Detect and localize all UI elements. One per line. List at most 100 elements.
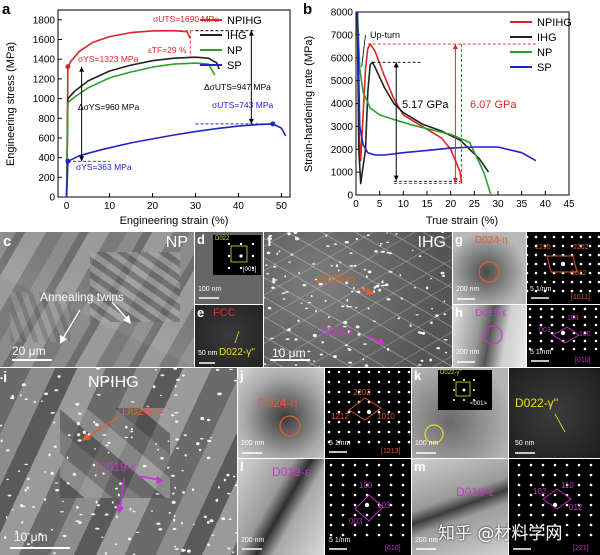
x-tick-label: 45 — [563, 199, 575, 210]
precipitate-dot — [343, 321, 348, 324]
diffraction-spot — [407, 410, 411, 414]
precipitate-dot — [347, 330, 351, 334]
diffraction-spot — [541, 523, 545, 527]
precipitate-dot — [0, 424, 3, 427]
series-line-np — [65, 62, 216, 197]
precipitate-dot — [211, 534, 215, 536]
precipitate-dot — [82, 430, 86, 434]
precipitate-dot — [425, 286, 429, 290]
precipitate-dot — [378, 288, 382, 292]
diffraction-spot — [579, 235, 583, 239]
precipitate-dot — [356, 290, 361, 294]
precipitate-dot — [156, 522, 161, 525]
annotation-delta-uts: ΔσUTS=947 MPa — [204, 82, 271, 92]
diffraction-spot — [594, 331, 598, 335]
precipitate-dot — [78, 412, 82, 415]
precipitate-dot — [355, 306, 358, 309]
diffraction-spot — [407, 420, 411, 424]
precipitate-dot — [227, 547, 231, 550]
diffraction-spot — [579, 271, 583, 275]
scale-bar-label: 20 μm — [12, 344, 46, 358]
diffraction-spot — [541, 503, 545, 507]
legend-entry: NPIHG — [227, 15, 262, 27]
precipitate-dot — [175, 447, 180, 449]
precipitate-dot — [374, 250, 378, 253]
spot-index: 100 — [359, 481, 373, 490]
scale-bar — [199, 330, 240, 364]
precipitate-dot — [174, 486, 177, 489]
diffraction-spot — [517, 523, 521, 527]
precipitate-dot — [341, 305, 345, 308]
chart-a-stress-strain: 0 10 20 30 40 50 0 200 400 600 800 1000 1200 1400 1600… — [2, 1, 291, 227]
precipitate-dot — [353, 264, 357, 267]
diffraction-spot — [347, 380, 351, 384]
precipitate-dot — [50, 412, 55, 414]
phase-label: D019-ε — [456, 485, 495, 499]
precipitate-dot — [269, 337, 275, 339]
phase-fcc: FCC — [213, 307, 236, 319]
diffraction-spot — [527, 271, 529, 275]
spot-index: 2202 — [353, 388, 371, 397]
diffraction-spot — [353, 473, 357, 477]
precipitate-dot — [363, 343, 367, 345]
precipitate-dot — [183, 434, 187, 436]
diffraction-spot — [365, 523, 369, 527]
micrograph-d: d D022 [001] 100 nm — [195, 232, 263, 304]
diffraction-spot — [341, 463, 345, 467]
precipitate-dot — [192, 523, 195, 526]
diffraction-spot — [367, 440, 371, 444]
diffraction-spot — [577, 493, 581, 497]
precipitate-dot — [181, 374, 185, 377]
diffraction-spot — [561, 289, 565, 293]
precipitate-dot — [310, 294, 313, 298]
precipitate-dot — [342, 325, 347, 328]
precipitate-dot — [288, 261, 291, 263]
precipitate-dot — [334, 243, 337, 245]
precipitate-dot — [27, 477, 30, 481]
precipitate-dot — [187, 549, 191, 553]
precipitate-dot — [415, 314, 419, 316]
precipitate-dot — [11, 509, 14, 511]
diffraction-spot — [565, 473, 569, 477]
precipitate-dot — [347, 306, 352, 308]
precipitate-dot — [298, 271, 300, 275]
diffraction-spot — [553, 463, 557, 467]
marked-plate — [242, 548, 262, 550]
diffraction-spots — [513, 463, 593, 550]
diffraction-spot — [528, 347, 532, 351]
panel-label-d: d — [197, 232, 205, 247]
precipitate-dot — [209, 437, 213, 439]
diffraction-spot — [365, 533, 369, 537]
precipitate-dot — [318, 282, 323, 286]
precipitate-dot — [282, 298, 286, 300]
diffraction-spot — [583, 315, 587, 319]
precipitate-dot — [313, 360, 315, 363]
precipitate-dot — [126, 379, 128, 382]
precipitate-dot — [44, 498, 47, 501]
diffraction-spot — [565, 463, 569, 467]
precipitate-dot — [346, 304, 349, 308]
precipitate-dot — [167, 440, 170, 442]
precipitate-dot — [444, 351, 448, 354]
precipitate-dot — [365, 275, 368, 278]
precipitate-dot — [160, 374, 165, 377]
precipitate-dot — [107, 441, 111, 444]
micrograph-i-label: NPIHG — [88, 374, 139, 391]
x-tick-label: 20 — [147, 201, 159, 212]
annotation-delta-ys: ΔσYS=960 MPa — [78, 102, 140, 112]
diffraction-spot — [561, 347, 565, 351]
precipitate-dot — [386, 241, 390, 244]
precipitate-dot — [311, 263, 316, 265]
precipitate-dot — [105, 379, 108, 383]
diffraction-spot — [389, 493, 393, 497]
spot-index: 103 — [567, 315, 579, 322]
diffraction-spot — [534, 289, 538, 293]
diffraction-spot — [572, 307, 576, 311]
diffraction-spot — [353, 523, 357, 527]
diffraction-spot — [517, 493, 521, 497]
precipitate-dot — [226, 473, 230, 477]
x-axis-label: Engineering strain (%) — [120, 215, 229, 227]
diffraction-spot — [407, 390, 411, 394]
y-tick-label: 7000 — [331, 30, 354, 41]
diffraction-spot — [367, 380, 371, 384]
